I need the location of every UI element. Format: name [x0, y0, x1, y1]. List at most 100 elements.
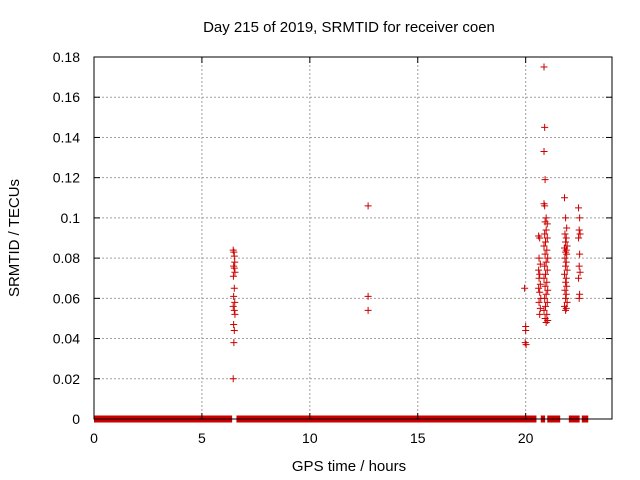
data-point: [540, 242, 548, 250]
y-tick-label: 0: [72, 411, 80, 427]
x-tick-label: 5: [198, 430, 206, 446]
data-point: [540, 306, 548, 314]
data-point: [561, 230, 569, 238]
data-point: [542, 302, 550, 310]
data-point: [543, 310, 551, 318]
data-point: [535, 254, 543, 262]
y-tick-label: 0.04: [53, 331, 80, 347]
data-point: [522, 327, 530, 335]
data-point: [541, 262, 549, 270]
y-tick-label: 0.16: [53, 89, 80, 105]
data-point: [229, 375, 237, 383]
data-point: [231, 258, 239, 266]
data-point: [575, 204, 583, 212]
x-tick-label: 20: [518, 430, 534, 446]
data-point: [542, 258, 550, 266]
data-point: [562, 306, 570, 314]
data-point: [230, 320, 238, 328]
data-point: [364, 292, 372, 300]
data-point: [563, 282, 571, 290]
data-points: [229, 63, 584, 383]
data-point: [541, 202, 549, 210]
data-point: [231, 268, 239, 276]
data-point: [561, 270, 569, 278]
data-point: [535, 284, 543, 292]
data-point: [542, 270, 550, 278]
y-tick-label: 0.06: [53, 290, 80, 306]
data-point: [562, 262, 570, 270]
data-point: [575, 274, 583, 282]
data-point: [575, 294, 583, 302]
data-point: [522, 341, 530, 349]
data-point: [230, 264, 238, 272]
data-point: [536, 304, 544, 312]
data-point: [576, 250, 584, 258]
data-point: [231, 310, 239, 318]
data-point: [544, 286, 552, 294]
data-point: [543, 220, 551, 228]
data-point: [562, 274, 570, 282]
data-point: [562, 214, 570, 222]
data-point: [576, 214, 584, 222]
data-point: [563, 266, 571, 274]
data-point: [364, 306, 372, 314]
data-point: [562, 290, 570, 298]
y-tick-label: 0.14: [53, 129, 80, 145]
x-tick-labels: 0 5 10 15 20: [90, 430, 534, 446]
y-tick-label: 0.08: [53, 250, 80, 266]
y-tick-label: 0.02: [53, 371, 80, 387]
data-point: [563, 250, 571, 258]
data-point: [540, 274, 548, 282]
data-point: [536, 260, 544, 268]
data-point: [541, 230, 549, 238]
data-point: [543, 278, 551, 286]
data-point: [541, 123, 549, 131]
data-point: [563, 298, 571, 306]
data-point: [542, 318, 550, 326]
data-point: [561, 194, 569, 202]
data-point: [541, 282, 549, 290]
y-axis-label: SRMTID / TECUs: [6, 179, 23, 297]
y-tick-label: 0.12: [53, 170, 80, 186]
data-point: [541, 176, 549, 184]
data-point: [535, 298, 543, 306]
data-point: [364, 202, 372, 210]
data-point: [542, 238, 550, 246]
data-point: [543, 246, 551, 254]
data-point: [542, 214, 550, 222]
data-point: [536, 280, 544, 288]
data-point: [542, 290, 550, 298]
plot-frame: [93, 56, 613, 420]
data-point: [230, 306, 238, 314]
data-point: [541, 250, 549, 258]
data-point: [543, 234, 551, 242]
data-point: [543, 266, 551, 274]
x-tick-label: 10: [302, 430, 318, 446]
axis-ticks: [93, 56, 612, 420]
data-point: [563, 224, 571, 232]
data-point: [575, 226, 583, 234]
data-point: [230, 284, 238, 292]
data-point: [230, 327, 238, 335]
y-tick-labels: 0 0.02 0.04 0.06 0.08 0.1 0.12 0.14 0.16 0.18: [53, 49, 80, 427]
data-point: [562, 294, 570, 302]
chart-title: Day 215 of 2019, SRMTID for receiver coe…: [203, 19, 495, 36]
data-point: [562, 234, 570, 242]
data-point: [540, 63, 548, 71]
data-point: [229, 272, 237, 280]
data-point: [562, 258, 570, 266]
data-point: [229, 302, 237, 310]
data-point: [231, 298, 239, 306]
y-tick-label: 0.18: [53, 49, 80, 65]
data-point: [576, 268, 584, 276]
data-point: [230, 339, 238, 347]
data-point: [230, 292, 238, 300]
data-point: [575, 262, 583, 270]
data-point: [536, 234, 544, 242]
x-tick-label: 15: [410, 430, 426, 446]
x-axis-label: GPS time / hours: [292, 458, 406, 475]
data-point: [536, 310, 544, 318]
data-point: [535, 266, 543, 274]
data-point: [540, 148, 548, 156]
